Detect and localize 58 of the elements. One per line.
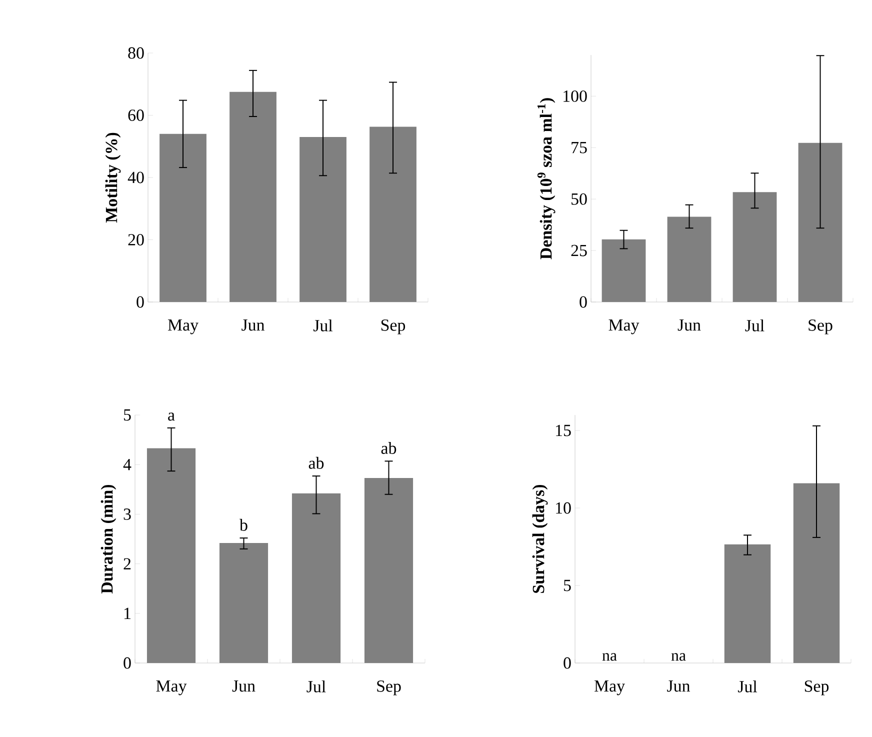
bar (292, 493, 341, 663)
y-tick-label: 75 (572, 142, 587, 154)
y-tick-label: 0 (564, 657, 571, 669)
y-tick-label: 1 (124, 608, 130, 619)
x-tick-label: May (156, 680, 187, 696)
y-tick-label: 0 (580, 296, 587, 308)
x-tick-label: Jul (313, 319, 333, 332)
bar (300, 137, 346, 302)
y-tick-label: 100 (564, 90, 587, 102)
bar (230, 92, 276, 302)
bar (602, 239, 646, 302)
bar (370, 126, 416, 302)
x-tick-label: May (594, 680, 625, 696)
x-tick-label: May (168, 319, 198, 334)
annotation: b (240, 518, 248, 531)
y-tick-label: 4 (123, 459, 132, 470)
bar (364, 478, 414, 663)
annotation: ab (308, 456, 324, 469)
bar (160, 134, 206, 302)
bar (219, 542, 268, 663)
annotation: a (168, 412, 175, 421)
y-tick-label: 10 (556, 502, 571, 514)
y-axis-title: Motility (%) (105, 132, 121, 223)
text: na (602, 653, 617, 661)
y-tick-label: 5 (564, 580, 571, 592)
y-tick-label: 25 (571, 244, 587, 256)
bar (732, 192, 777, 302)
y-tick-label: 2 (124, 558, 131, 570)
x-tick-label: Sep (804, 680, 829, 696)
x-tick-label: Sep (808, 319, 832, 334)
y-axis-title: Density (10$^{9}$ szoa ml$^{-1}$) (537, 98, 556, 260)
y-tick-label: 5 (124, 409, 131, 421)
bar (667, 216, 712, 302)
y-tick-label: 0 (136, 296, 144, 308)
y-tick-label: 15 (556, 424, 571, 436)
x-tick-label: Jul (306, 680, 326, 692)
x-tick-label: Jul (738, 680, 758, 692)
y-axis-title: Duration (min) (100, 484, 116, 594)
x-tick-label: Jul (745, 319, 764, 332)
y-tick-label: 40 (128, 172, 144, 184)
x-tick-label: May (608, 319, 640, 334)
x-tick-label: Jun (678, 319, 701, 331)
y-tick-label: 20 (128, 234, 144, 246)
y-tick-label: 80 (128, 47, 144, 59)
y-tick-label: 60 (128, 110, 144, 121)
text: na (671, 653, 686, 661)
x-tick-label: Sep (381, 319, 406, 334)
x-tick-label: Jun (232, 680, 256, 692)
y-tick-label: 3 (124, 508, 131, 520)
x-tick-label: Jun (667, 680, 690, 692)
x-tick-label: Sep (377, 680, 401, 696)
bar (798, 142, 842, 302)
y-axis-title: Survival (days) (532, 484, 548, 593)
y-tick-label: 0 (124, 657, 131, 669)
x-tick-label: Jun (242, 319, 265, 331)
bar (146, 448, 196, 663)
y-tick-label: 50 (572, 193, 587, 205)
annotation: ab (381, 442, 396, 454)
